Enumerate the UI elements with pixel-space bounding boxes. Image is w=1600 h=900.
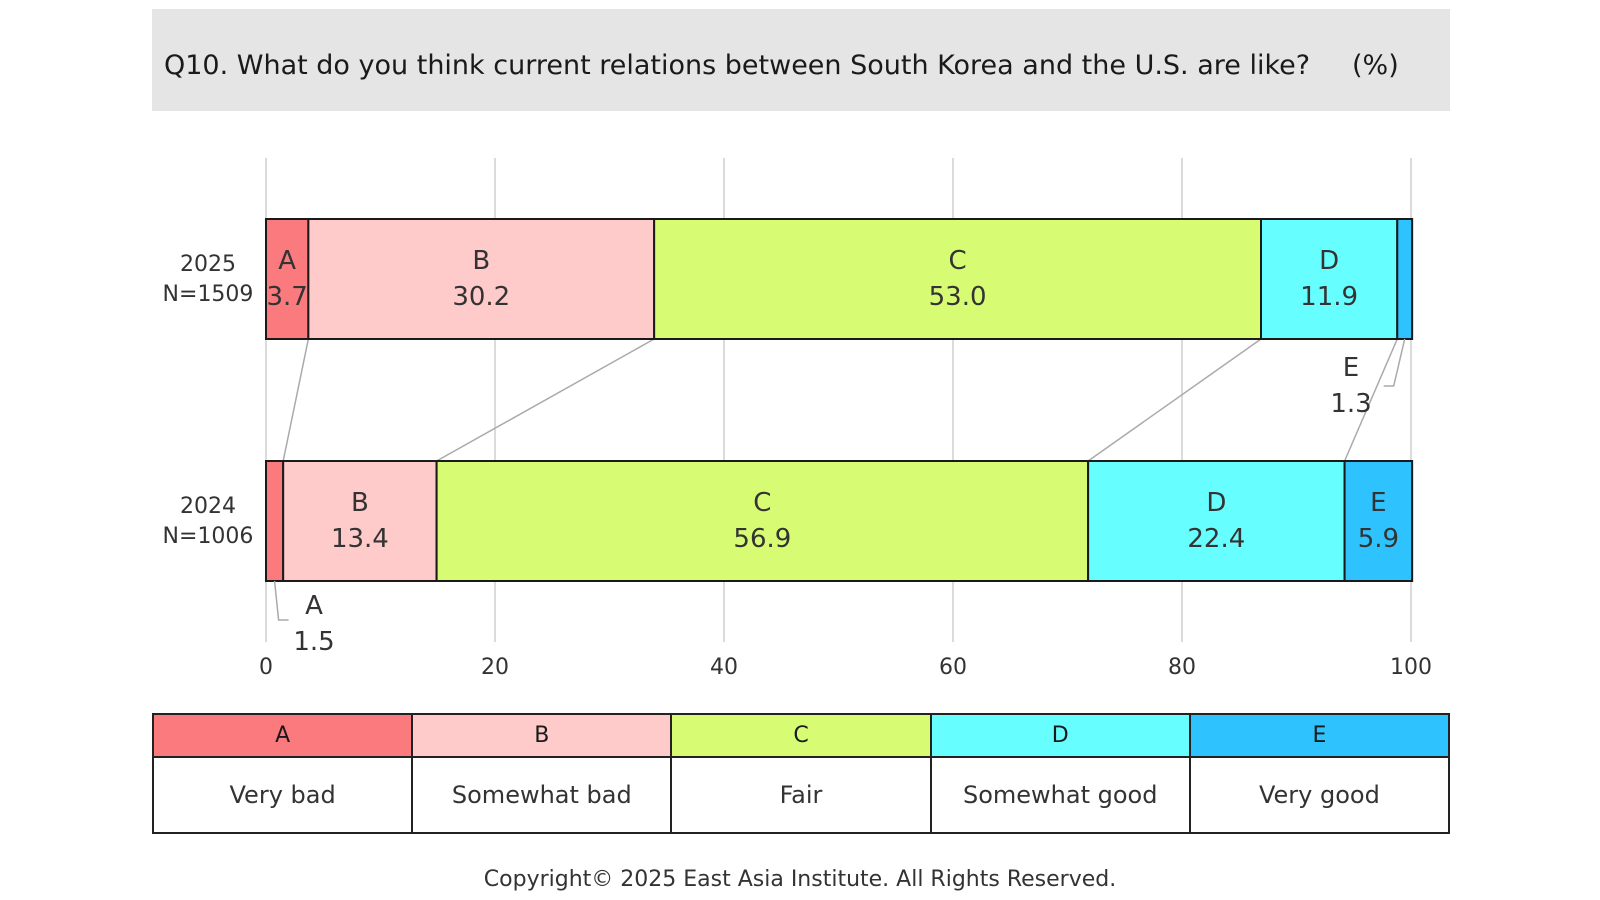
data-label-2025-e: 1.3 (1330, 389, 1371, 419)
connector-line-B (436, 338, 655, 462)
bar-segment-2024-c (435, 460, 1090, 582)
legend-label-c: Fair (779, 781, 823, 809)
legend-label-a: Very bad (229, 781, 336, 809)
segment-code-2024-a: A (305, 591, 323, 621)
bar-segment-2025-a (265, 218, 310, 340)
chart-title: Q10. What do you think current relations… (164, 50, 1311, 81)
legend-code-c: C (672, 715, 930, 758)
bar-segment-2024-d (1087, 460, 1346, 582)
segment-code-2024-b: B (351, 488, 369, 518)
bar-segment-2024-e (1343, 460, 1414, 582)
legend-table: A Very bad B Somewhat bad C Fair D Somew… (152, 713, 1450, 834)
data-label-2025-a: 3.7 (267, 282, 308, 312)
legend-code-e: E (1190, 715, 1449, 758)
segment-code-2025-b: B (472, 246, 490, 276)
data-label-2024-b: 13.4 (331, 524, 389, 554)
x-tick-label-100: 100 (1390, 655, 1432, 680)
data-label-2024-a: 1.5 (293, 627, 334, 657)
segment-code-2025-d: D (1319, 246, 1339, 276)
legend-label-b: Somewhat bad (451, 781, 632, 809)
connector-line-C (1087, 338, 1262, 462)
legend-cell-b: B Somewhat bad (413, 715, 673, 832)
title-box: Q10. What do you think current relations… (152, 9, 1450, 111)
data-label-2024-e: 5.9 (1358, 524, 1399, 554)
data-label-2025-c: 53.0 (929, 282, 987, 312)
legend-cell-c: C Fair (672, 715, 932, 832)
category-year-2024: 2024 (180, 494, 236, 519)
data-label-2025-b: 30.2 (452, 282, 510, 312)
x-tick-label-40: 40 (710, 655, 738, 680)
segment-code-2025-c: C (949, 246, 967, 276)
legend-label-e: Very good (1258, 781, 1380, 809)
category-n-2025: N=1509 (163, 282, 254, 307)
connector-line-D (1343, 338, 1398, 462)
segment-code-2024-d: D (1206, 488, 1226, 518)
bar-segment-2025-e (1396, 218, 1414, 340)
legend-label-d: Somewhat good (962, 781, 1158, 809)
callout-line-2024-a (273, 580, 289, 621)
legend-cell-d: D Somewhat good (931, 715, 1191, 832)
category-n-2024: N=1006 (163, 524, 254, 549)
bar-segment-2025-b (307, 218, 656, 340)
copyright-footer: Copyright© 2025 East Asia Institute. All… (483, 867, 1117, 892)
bar-segment-2024-b (282, 460, 438, 582)
x-tick-label-0: 0 (259, 655, 273, 680)
data-label-2024-d: 22.4 (1187, 524, 1245, 554)
legend-cell-e: E Very good (1190, 715, 1449, 832)
legend-code-b: B (413, 715, 671, 758)
category-year-2025: 2025 (180, 252, 236, 277)
bar-segment-2025-d (1260, 218, 1399, 340)
data-label-2025-d: 11.9 (1300, 282, 1358, 312)
data-label-2024-c: 56.9 (733, 524, 791, 554)
x-tick-label-60: 60 (939, 655, 967, 680)
connector-line-A (282, 338, 310, 462)
bar-segment-2024-a (265, 460, 285, 582)
bar-segment-2025-c (653, 218, 1263, 340)
legend-code-a: A (154, 715, 412, 758)
x-tick-label-80: 80 (1168, 655, 1196, 680)
segment-code-2024-c: C (753, 488, 771, 518)
segment-code-2025-a: A (278, 246, 296, 276)
chart-unit: (%) (1352, 50, 1399, 81)
legend-code-d: D (931, 715, 1189, 758)
x-tick-label-20: 20 (481, 655, 509, 680)
legend-cell-a: A Very bad (154, 715, 414, 832)
callout-line-2025-e (1383, 338, 1406, 387)
stacked-bar-chart: 0 20 40 60 80 100 A 3.7 B 30.2 C 53.0 D 11.9 2025 N=150… (163, 158, 1432, 680)
segment-code-2025-e: E (1343, 353, 1359, 383)
segment-code-2024-e: E (1370, 488, 1386, 518)
